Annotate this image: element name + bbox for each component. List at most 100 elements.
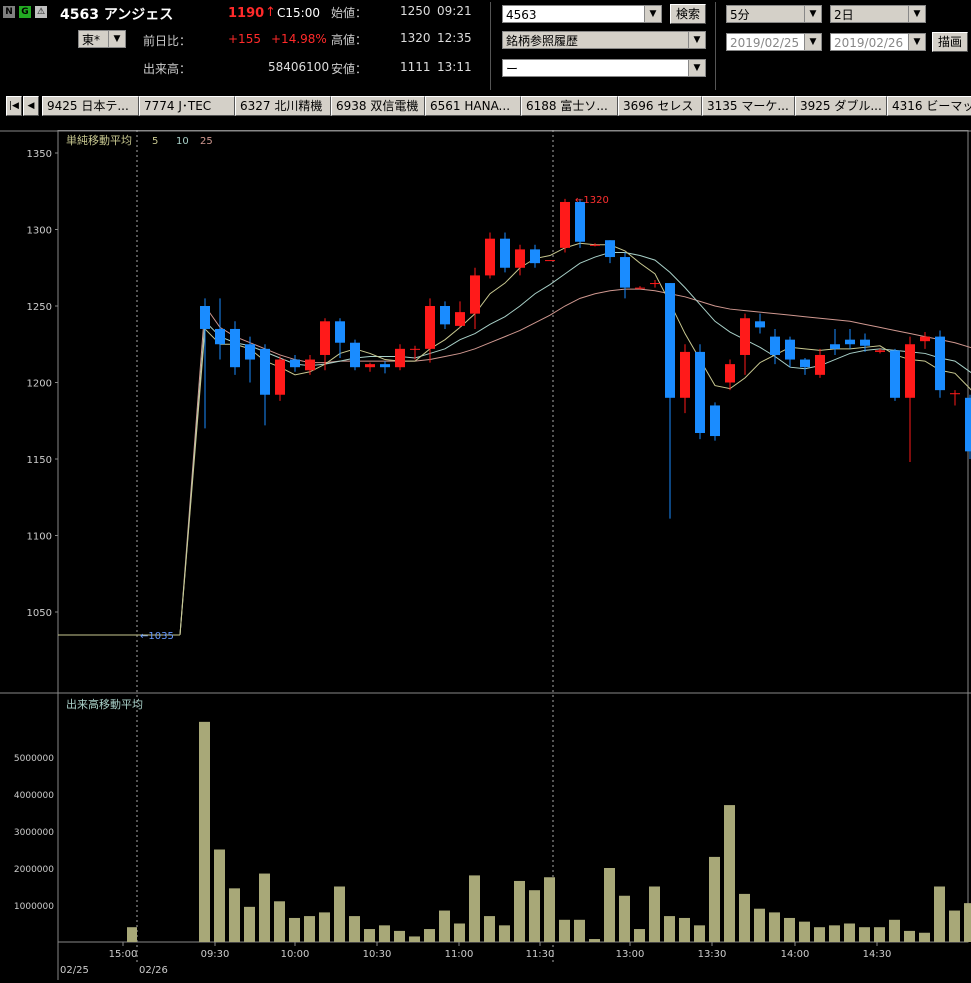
price-tick-label: 1100 (27, 532, 52, 543)
chevron-down-icon: ▼ (688, 60, 705, 76)
candle-body (230, 328, 240, 368)
volume-bar (904, 930, 915, 942)
date-from-picker[interactable]: 2019/02/25 ▼ (726, 33, 822, 51)
period-select[interactable]: 2日 ▼ (830, 5, 926, 23)
market-select[interactable]: 東* ▼ (78, 30, 126, 48)
candle-body (380, 364, 390, 368)
stock-tab[interactable]: 7774 J･TEC (139, 96, 235, 116)
candle-body (755, 321, 765, 328)
volume-bar (919, 932, 930, 942)
stock-tab[interactable]: 6188 富士ソ... (521, 96, 618, 116)
date-label: 02/25 (60, 965, 89, 976)
stock-tab[interactable]: 6938 双信電機 (331, 96, 425, 116)
volume-bar (739, 893, 750, 942)
volume-bar (604, 868, 615, 942)
candle-body (410, 348, 420, 350)
candle-body (935, 336, 945, 391)
open-time: 09:21 (437, 4, 472, 18)
price-tick-label: 1150 (27, 455, 52, 466)
stock-tab[interactable]: 6327 北川精機 (235, 96, 331, 116)
candle-body (620, 257, 630, 288)
volume-tick-label: 2000000 (14, 865, 54, 875)
prev-tab-icon[interactable]: ◀ (23, 96, 39, 116)
candle-body (560, 201, 570, 248)
chevron-down-icon: ▼ (908, 6, 925, 22)
candle-body (455, 312, 465, 326)
stock-tab[interactable]: 3135 マーケ... (702, 96, 795, 116)
candle-body (515, 249, 525, 268)
candle-body (920, 336, 930, 342)
search-button[interactable]: 検索 (670, 4, 706, 24)
chevron-down-icon: ▼ (644, 6, 661, 22)
candle-body (815, 354, 825, 375)
stock-tab[interactable]: 9425 日本テ... (42, 96, 139, 116)
volume-bar (949, 910, 960, 942)
first-tab-icon[interactable]: |◀ (6, 96, 22, 116)
candle-body (965, 397, 971, 452)
candle-body (500, 238, 510, 268)
volume-bar (889, 919, 900, 942)
candle-body (950, 393, 960, 395)
chart-frame (57, 129, 969, 943)
ma5-line (179, 242, 971, 635)
candle-body (605, 240, 615, 258)
low-label: 安値： (331, 62, 368, 76)
open-value: 1250 (400, 4, 431, 18)
candle-body (245, 344, 255, 360)
secondary-select[interactable]: ー ▼ (502, 59, 706, 77)
candle-body (710, 405, 720, 437)
candle-body (470, 275, 480, 314)
chart-area: 1050 1100 1150 1200 1250 1300 1350 1000000 20000… (0, 129, 971, 980)
volume-tick-label: 5000000 (14, 754, 54, 764)
volume-tick-label: 4000000 (14, 791, 54, 801)
time-tick-label: 09:30 (201, 949, 230, 960)
history-select[interactable]: 銘柄参照履歴 ▼ (502, 31, 706, 49)
candle-body (680, 351, 690, 398)
interval-select[interactable]: 5分 ▼ (726, 5, 822, 23)
time-tick-label: 14:00 (781, 949, 810, 960)
ma-title: 単純移動平均 (66, 133, 132, 147)
volume-bar (319, 912, 330, 942)
time-tick-label: 11:00 (445, 949, 474, 960)
stock-title: 4563 アンジェス (60, 7, 174, 23)
draw-button[interactable]: 描画 (932, 32, 968, 52)
volume-bar (559, 919, 570, 942)
chevron-down-icon: ▼ (908, 34, 925, 50)
stock-tab[interactable]: 3925 ダブル... (795, 96, 887, 116)
candle-body (725, 364, 735, 383)
ma-period-label: 25 (200, 136, 213, 147)
volume-bar (529, 890, 540, 942)
volume-bar (634, 929, 645, 942)
volume-bar (454, 923, 465, 942)
current-price: 1190 (228, 6, 265, 21)
candle-body (590, 244, 600, 246)
price-tick-label: 1300 (27, 226, 52, 237)
time-tick-label: 13:00 (616, 949, 645, 960)
stock-tab[interactable]: 6561 HANA... (425, 96, 521, 116)
volume-bar (874, 927, 885, 942)
chevron-down-icon: ▼ (688, 32, 705, 48)
volume-bar (844, 923, 855, 942)
high-label: 高値： (331, 33, 368, 47)
volume-bar (784, 917, 795, 942)
candle-body (305, 359, 315, 371)
time-tick-label: 10:30 (363, 949, 392, 960)
code-search-input[interactable]: 4563 ▼ (502, 5, 662, 23)
candle-body (860, 339, 870, 346)
candle-body (575, 201, 585, 242)
volume-bar (127, 927, 137, 942)
time-tick-label: 14:30 (863, 949, 892, 960)
candle-body (665, 283, 675, 398)
price-tick-label: 1350 (27, 149, 52, 160)
volume-bar (679, 917, 690, 942)
header-divider (490, 2, 491, 90)
stock-tab[interactable]: 4316 ビーマップ (887, 96, 971, 116)
time-tick-label: 13:30 (698, 949, 727, 960)
volume-bar (514, 880, 525, 942)
date-to-picker[interactable]: 2019/02/26 ▼ (830, 33, 926, 51)
volume-bar (499, 925, 510, 942)
candle-body (785, 339, 795, 360)
volume-bar (769, 912, 780, 942)
candle-body (845, 339, 855, 345)
stock-tab[interactable]: 3696 セレス (618, 96, 702, 116)
